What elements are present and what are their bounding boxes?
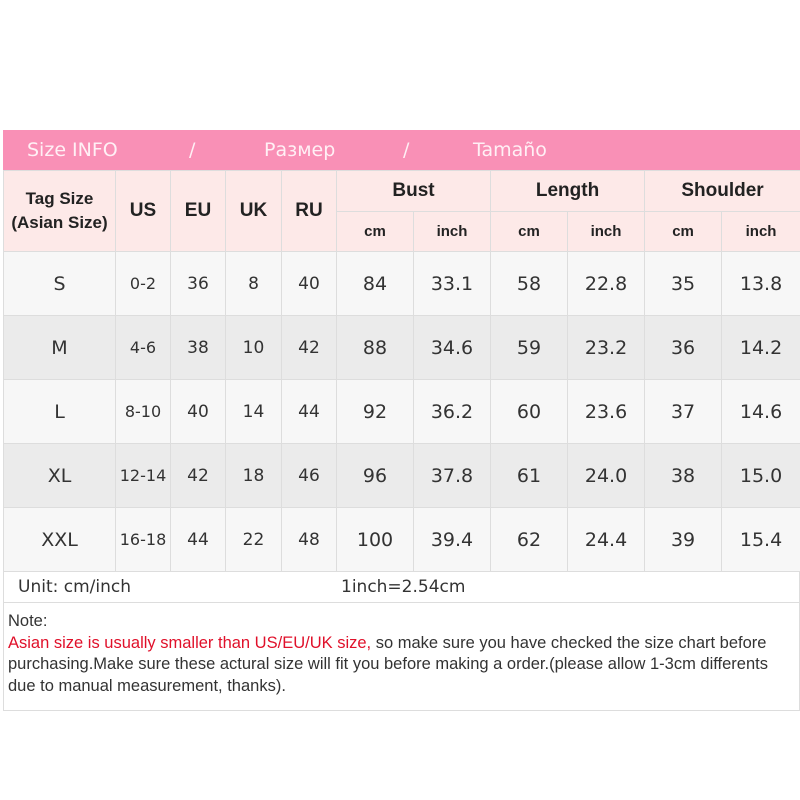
table-row: M 4-6 38 10 42 88 34.6 59 23.2 36 14.2 [3,315,800,380]
table-row: XXL 16-18 44 22 48 100 39.4 62 24.4 39 15.4 [3,507,800,572]
table-cell: XL [3,443,116,508]
table-cell: 36 [170,251,226,316]
table-cell: 10 [225,315,282,380]
table-cell: 38 [170,315,226,380]
table-cell: 84 [336,251,414,316]
table-cell: 96 [336,443,414,508]
table-cell: 35 [644,251,723,316]
table-cell: 23.6 [567,379,646,444]
note: Note: Asian size is usually smaller than… [3,603,800,711]
table-cell: 22.8 [567,251,646,316]
table-cell: 92 [336,379,414,444]
table-cell: XXL [3,507,116,572]
table-cell: L [3,379,116,444]
table-cell: 42 [170,443,226,508]
note-heading: Note: [8,612,48,630]
header-inch: inch [412,211,492,252]
size-table: Tag Size (Asian Size) US EU UK RU Bust L… [3,170,800,572]
table-cell: 33.1 [412,251,492,316]
title-sep: / [403,139,410,161]
unit-label: Unit: cm/inch [18,577,131,597]
table-cell: 14.6 [721,379,800,444]
header-ru: RU [281,170,337,252]
table-cell: 42 [281,315,337,380]
table-cell: 48 [281,507,337,572]
title-es: Tamaño [473,139,547,161]
table-cell: 40 [281,251,337,316]
title-bar: Size INFO / Размер / Tamaño [3,130,800,170]
header-inch: inch [721,211,800,252]
header-bust: Bust [335,170,492,212]
table-cell: 24.0 [567,443,646,508]
table-cell: 15.4 [721,507,800,572]
note-text: Asian size is usually smaller than US/EU… [8,633,795,698]
table-cell: 13.8 [721,251,800,316]
table-cell: M [3,315,116,380]
title-ru: Размер [264,139,336,161]
header-shoulder: Shoulder [644,170,800,212]
table-cell: 37 [644,379,723,444]
table-cell: 14.2 [721,315,800,380]
header-uk: UK [225,170,282,252]
table-cell: 23.2 [567,315,646,380]
table-cell: 8 [225,251,282,316]
table-cell: 44 [170,507,226,572]
header-length: Length [490,170,646,212]
table-cell: 46 [281,443,337,508]
table-cell: 58 [490,251,569,316]
table-row: L 8-10 40 14 44 92 36.2 60 23.6 37 14.6 [3,379,800,444]
table-cell: 37.8 [412,443,492,508]
note-warning: Asian size is usually smaller than US/EU… [8,633,372,652]
table-cell: 100 [336,507,414,572]
table-cell: 61 [490,443,569,508]
table-cell: 4-6 [115,315,171,380]
table-cell: 62 [490,507,569,572]
header-eu: EU [170,170,226,252]
table-cell: 15.0 [721,443,800,508]
title-sep: / [189,139,196,161]
table-cell: 8-10 [115,379,171,444]
title-en: Size INFO [27,139,118,161]
table-cell: S [3,251,116,316]
header-us: US [115,170,171,252]
table-cell: 39 [644,507,723,572]
table-cell: 24.4 [567,507,646,572]
table-cell: 88 [336,315,414,380]
header-cm: cm [644,211,723,252]
table-cell: 38 [644,443,723,508]
table-cell: 36.2 [412,379,492,444]
table-cell: 40 [170,379,226,444]
header-cm: cm [336,211,414,252]
table-cell: 0-2 [115,251,171,316]
table-row: S 0-2 36 8 40 84 33.1 58 22.8 35 13.8 [3,251,800,316]
size-chart: Size INFO / Размер / Tamaño Tag Size (As… [3,130,800,711]
table-cell: 36 [644,315,723,380]
note-body: so make sure you have checked the size c… [8,633,768,695]
table-cell: 12-14 [115,443,171,508]
table-cell: 60 [490,379,569,444]
unit-conversion: 1inch=2.54cm [341,577,466,597]
header-tag-size: Tag Size (Asian Size) [3,170,116,252]
unit-row: Unit: cm/inch 1inch=2.54cm [3,572,800,603]
table-cell: 14 [225,379,282,444]
table-cell: 44 [281,379,337,444]
table-cell: 22 [225,507,282,572]
table-cell: 34.6 [412,315,492,380]
header-inch: inch [567,211,646,252]
table-row: XL 12-14 42 18 46 96 37.8 61 24.0 38 15.0 [3,443,800,508]
table-cell: 59 [490,315,569,380]
table-cell: 39.4 [412,507,492,572]
table-cell: 16-18 [115,507,171,572]
table-cell: 18 [225,443,282,508]
header-cm: cm [490,211,569,252]
